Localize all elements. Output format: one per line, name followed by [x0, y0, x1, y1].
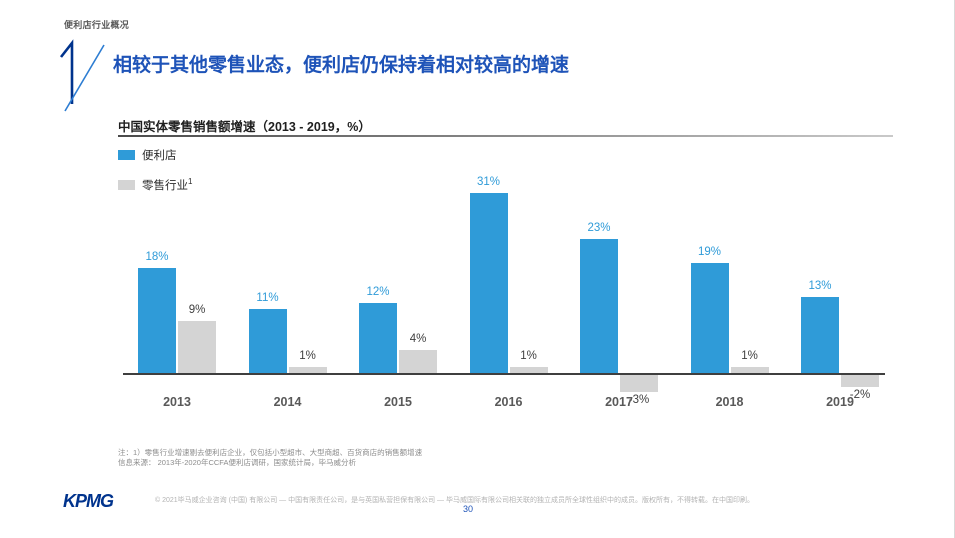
- kpmg-logo: KPMG: [63, 491, 114, 511]
- bar-零售行业-2016: [509, 367, 548, 373]
- value-label-零售行业-2016: 1%: [520, 350, 537, 363]
- value-label-零售行业-2017: -3%: [628, 394, 650, 407]
- x-axis-label-2013: 2013: [163, 395, 191, 409]
- bar-便利店-2017: [580, 239, 618, 373]
- x-axis-line: [123, 373, 885, 375]
- bar-零售行业-2019: [841, 375, 879, 387]
- x-axis-label-2015: 2015: [384, 395, 412, 409]
- legend-swatch-gray: [118, 180, 135, 190]
- bar-便利店-2015: [359, 303, 397, 373]
- bar-零售行业-2015: [399, 349, 437, 373]
- bar-零售行业-2017: [620, 375, 658, 393]
- value-label-零售行业-2013: 9%: [188, 303, 206, 316]
- value-label-便利店-2018: 19%: [697, 245, 722, 258]
- bar-零售行业-2018: [730, 367, 769, 373]
- value-label-零售行业-2018: 1%: [741, 350, 758, 363]
- chart-footnotes: 注：1）零售行业增速剔去便利店企业，仅包括小型超市、大型商超、百货商店的销售额增…: [118, 448, 422, 468]
- value-label-零售行业-2015: 4%: [409, 332, 427, 345]
- x-axis-label-2014: 2014: [273, 395, 302, 409]
- legend-item-retail-industry: 零售行业1: [118, 177, 192, 193]
- bar-便利店-2019: [801, 297, 839, 373]
- value-label-便利店-2014: 11%: [256, 292, 279, 305]
- x-axis-label-2017: 2017: [605, 395, 633, 409]
- value-label-便利店-2013: 18%: [145, 251, 169, 264]
- value-label-便利店-2016: 31%: [476, 175, 501, 188]
- footnote-line: 注：1）零售行业增速剔去便利店企业，仅包括小型超市、大型商超、百货商店的销售额增…: [118, 448, 423, 457]
- value-label-零售行业-2014: 1%: [299, 350, 316, 363]
- bar-零售行业-2014: [288, 367, 327, 373]
- bar-零售行业-2013: [178, 320, 216, 373]
- legend-label: 零售行业1: [142, 177, 193, 192]
- value-label-零售行业-2019: -2%: [849, 388, 871, 401]
- chart-title: 中国实体零售销售额增速（2013 - 2019，%）: [118, 120, 371, 134]
- chart-title-divider: [118, 135, 893, 137]
- value-label-便利店-2015: 12%: [366, 286, 390, 299]
- section-number-mark: [59, 39, 105, 112]
- legend-label: 便利店: [142, 150, 177, 162]
- legend-footnote-marker: 1: [188, 177, 193, 187]
- value-label-便利店-2019: 13%: [808, 280, 832, 293]
- value-label-便利店-2017: 23%: [587, 222, 611, 235]
- bar-chart-plot-area: 18% 9% 2013 11% 1% 2014 12% 4% 2015 31% 1% 2016 23% -…: [123, 165, 885, 415]
- bar-便利店-2018: [690, 262, 729, 373]
- section-eyebrow: 便利店行业概况: [64, 20, 130, 30]
- x-axis-label-2018: 2018: [715, 395, 744, 409]
- page-number: 30: [462, 504, 473, 514]
- legend-item-convenience-store: 便利店: [118, 147, 177, 163]
- page-title: 相较于其他零售业态，便利店仍保持着相对较高的增速: [113, 55, 570, 76]
- bar-便利店-2013: [138, 268, 176, 373]
- source-line: 信息来源： 2013年-2020年CCFA便利店调研，国家统计局，毕马威分析: [118, 458, 356, 467]
- x-axis-label-2016: 2016: [494, 395, 523, 409]
- x-axis-label-2019: 2019: [826, 395, 854, 409]
- bar-便利店-2016: [469, 192, 508, 373]
- copyright-text: © 2021毕马威企业咨询 (中国) 有限公司 — 中国有限责任公司，是与英国私…: [155, 497, 755, 504]
- bar-便利店-2014: [248, 309, 287, 373]
- legend-swatch-blue: [118, 150, 135, 160]
